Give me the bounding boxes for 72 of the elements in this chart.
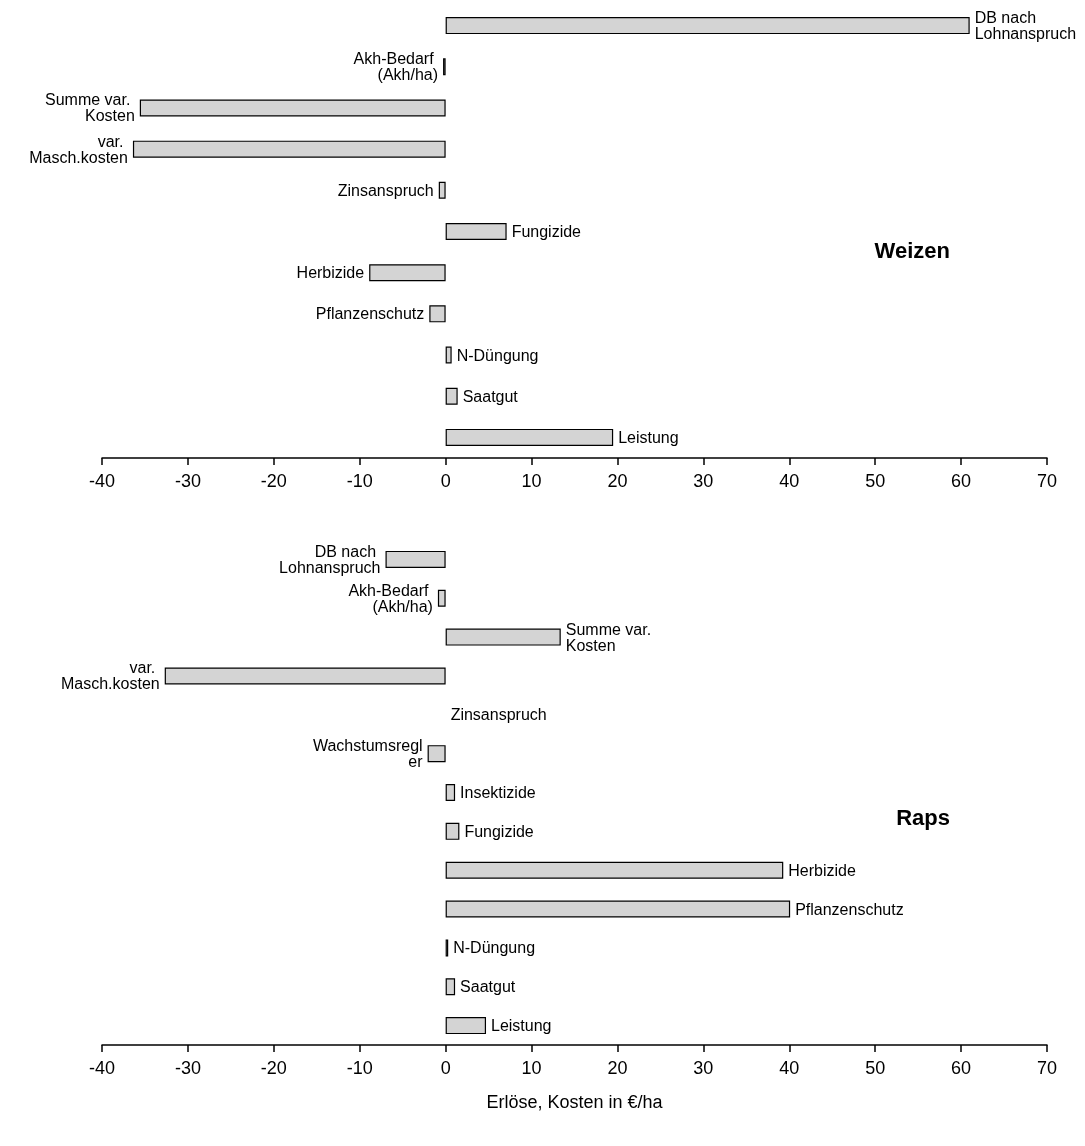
y-tick-label: Zinsanspruch <box>337 181 434 199</box>
y-tick-label: N-Düngung <box>453 939 536 957</box>
bar <box>385 550 446 568</box>
y-tick-label: Akh-Bedarf (Akh/ha) <box>353 50 439 84</box>
y-tick-label: var. Masch.kosten <box>29 132 128 166</box>
bar <box>445 900 791 918</box>
x-tick-label: 60 <box>951 1058 972 1078</box>
x-tick-label: 50 <box>865 1058 886 1078</box>
bar <box>132 140 446 158</box>
bar <box>437 589 446 607</box>
y-tick-label: N-Düngung <box>456 346 539 364</box>
x-tick-label: 0 <box>440 1058 451 1078</box>
y-tick-label: Fungizide <box>464 822 534 840</box>
bar <box>445 784 456 801</box>
x-tick-label: 10 <box>521 1058 542 1078</box>
y-tick-label: Pflanzenschutz <box>795 900 904 918</box>
x-tick-label: 60 <box>951 471 972 491</box>
bar <box>429 305 446 323</box>
y-tick-label: Leistung <box>618 428 679 446</box>
text: Weizen <box>874 237 950 263</box>
bar <box>139 99 446 117</box>
y-tick-label: Zinsanspruch <box>450 706 547 724</box>
x-tick-label: 40 <box>779 1058 800 1078</box>
y-tick-label: Herbizide <box>788 861 856 879</box>
y-tick-label: Herbizide <box>296 264 365 282</box>
bar <box>445 346 452 364</box>
bar <box>369 264 446 282</box>
bar <box>427 745 446 763</box>
bar <box>445 428 614 446</box>
bar <box>445 223 507 240</box>
y-tick-label: Akh-Bedarf (Akh/ha) <box>348 581 433 615</box>
x-tick-label: 10 <box>521 471 542 491</box>
x-tick-label: -30 <box>174 1058 201 1078</box>
y-tick-label: Summe var. Kosten <box>44 91 135 125</box>
x-tick-label: 30 <box>693 471 714 491</box>
x-tick-label: -40 <box>88 1058 116 1078</box>
y-tick-label: DB nach Lohnanspruch <box>279 542 381 576</box>
y-tick-label: Fungizide <box>511 223 582 240</box>
bar <box>445 861 784 879</box>
y-tick-label: Summe var. Kosten <box>565 620 656 654</box>
x-tick-label: -40 <box>88 471 116 491</box>
bar <box>164 667 446 685</box>
bar <box>445 822 460 840</box>
x-tick-label: 30 <box>693 1058 714 1078</box>
bar <box>445 628 561 646</box>
y-tick-label: Insektizide <box>460 784 536 801</box>
x-tick-label: 20 <box>607 1058 628 1078</box>
x-tick-label: 50 <box>865 471 886 491</box>
y-tick-label: Saatgut <box>462 387 519 405</box>
x-tick-label: -30 <box>174 471 201 491</box>
bar <box>445 17 970 35</box>
bar <box>445 1017 487 1035</box>
x-axis-title: Erlöse, Kosten in €/ha <box>486 1092 664 1112</box>
x-tick-label: -20 <box>260 1058 287 1078</box>
text: Raps <box>896 805 950 831</box>
x-tick-label: 70 <box>1036 471 1058 491</box>
x-tick-label: -10 <box>346 1058 373 1078</box>
y-tick-label: var. Masch.kosten <box>60 659 160 693</box>
bar <box>445 387 458 405</box>
x-tick-label: 20 <box>607 471 628 491</box>
y-tick-label: Leistung <box>491 1017 552 1035</box>
y-tick-label: DB nach Lohnanspruch <box>974 9 1077 43</box>
x-tick-label: -10 <box>346 471 373 491</box>
x-tick-label: 70 <box>1036 1058 1058 1078</box>
x-tick-label: 0 <box>440 471 451 491</box>
y-tick-label: Wachstumsregler <box>312 737 424 771</box>
x-tick-label: -20 <box>260 471 287 491</box>
x-tick-label: 40 <box>779 471 800 491</box>
y-tick-label: Saatgut <box>460 978 516 996</box>
bar <box>445 978 456 996</box>
bar <box>438 181 446 199</box>
y-tick-label: Pflanzenschutz <box>315 305 425 323</box>
